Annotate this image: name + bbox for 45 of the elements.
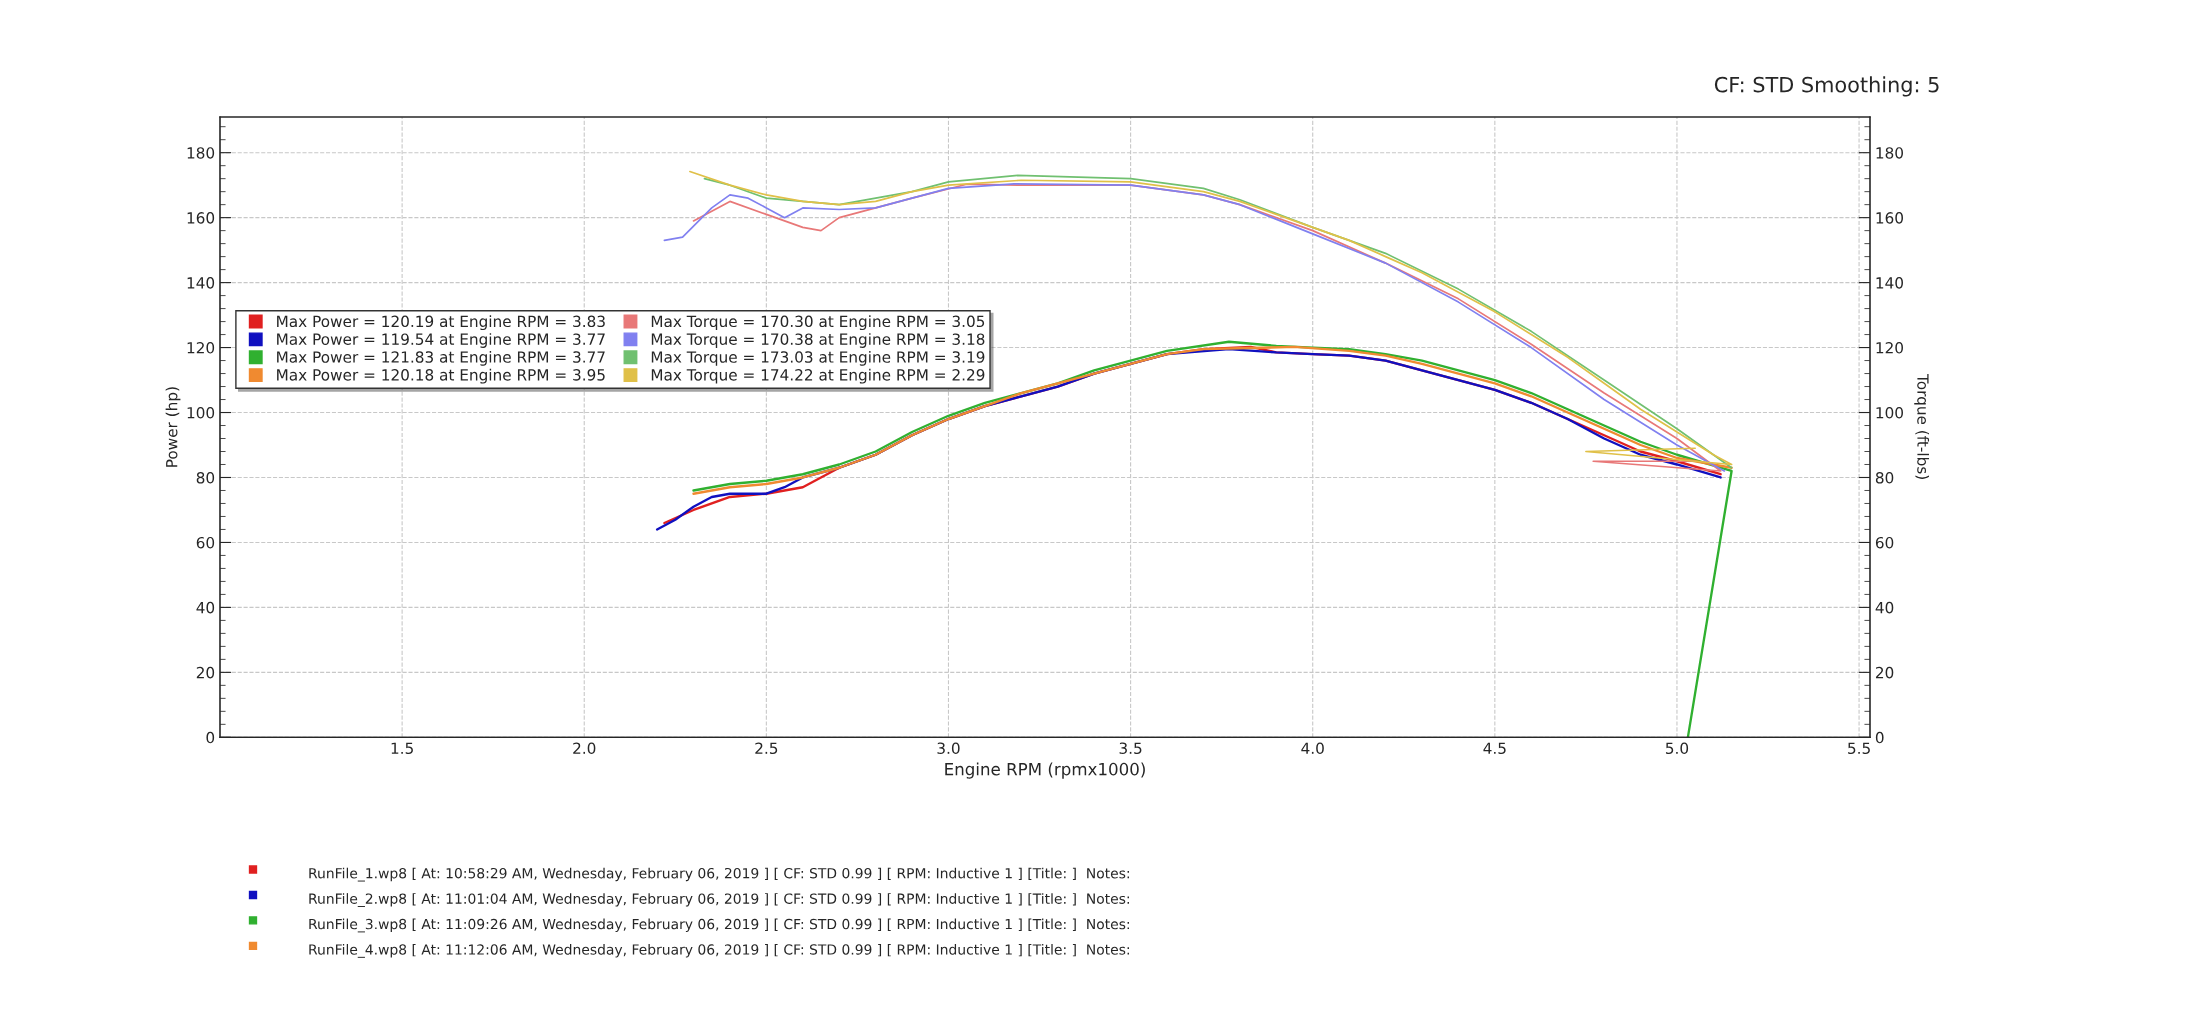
legend-label: Max Power = 120.18 at Engine RPM = 3.95 xyxy=(277,368,605,384)
x-tick-label: 5.5 xyxy=(1848,742,1870,755)
text: RunFile_1.wp8 [ At: 10:58:29 AM, Wednesday, February 06, 2019 ] [ CF: STD 0.99 ] [ RPM: Inductive 1 ] [Title: ] Notes: xyxy=(309,867,1129,882)
y-axis-title: Power (hp) xyxy=(165,387,181,467)
y-tick-label: 60 xyxy=(196,536,215,549)
text: RunFile_2.wp8 [ At: 11:01:04 AM, Wednesday, February 06, 2019 ] [ CF: STD 0.99 ] [ RPM: Inductive 1 ] [Title: ] Notes: xyxy=(309,893,1129,907)
legend-label: Max Torque = 170.30 at Engine RPM = 3.05 xyxy=(651,315,985,331)
y2-tick-label: 0 xyxy=(1875,731,1884,744)
legend-label: Max Torque = 170.38 at Engine RPM = 3.18 xyxy=(651,333,985,348)
y-tick-label: 160 xyxy=(187,212,215,224)
x-tick-label: 2.5 xyxy=(755,742,778,755)
y-tick-label: 80 xyxy=(196,471,215,484)
x-tick-label: 4.5 xyxy=(1483,742,1506,755)
y-tick-label: 100 xyxy=(187,406,215,419)
legend-label: Max Torque = 173.03 at Engine RPM = 3.19 xyxy=(651,350,985,366)
text: RunFile_4.wp8 [ At: 11:12:06 AM, Wednesday, February 06, 2019 ] [ CF: STD 0.99 ] [ RPM: Inductive 1 ] [Title: ] Notes: xyxy=(309,943,1129,958)
y2-tick-label: 140 xyxy=(1876,277,1904,289)
y-tick-label: 40 xyxy=(196,601,215,614)
y2-axis-title: Torque (ft-lbs) xyxy=(1914,374,1930,479)
legend-label: Max Torque = 174.22 at Engine RPM = 2.29 xyxy=(651,368,985,384)
y2-tick-label: 20 xyxy=(1875,666,1894,679)
x-tick-label: 4.0 xyxy=(1301,742,1324,755)
y2-tick-label: 60 xyxy=(1875,536,1894,549)
y-tick-label: 20 xyxy=(196,666,215,679)
y2-tick-label: 40 xyxy=(1875,601,1894,614)
y2-tick-label: 160 xyxy=(1876,212,1904,224)
y2-tick-label: 80 xyxy=(1875,471,1894,484)
text: RunFile_3.wp8 [ At: 11:09:26 AM, Wednesday, February 06, 2019 ] [ CF: STD 0.99 ] [ RPM: Inductive 1 ] [Title: ] Notes: xyxy=(309,918,1129,933)
y-tick-label: 140 xyxy=(187,277,215,289)
x-axis-title: Engine RPM (rpmx1000) xyxy=(945,762,1145,779)
x-tick-label: 3.0 xyxy=(937,742,960,755)
legend-label: Max Power = 120.19 at Engine RPM = 3.83 xyxy=(277,315,605,331)
y-tick-label: 0 xyxy=(206,731,215,744)
legend-label: Max Power = 119.54 at Engine RPM = 3.77 xyxy=(277,333,605,348)
text: CF: STD Smoothing: 5 xyxy=(1714,76,1939,97)
y-tick-label: 120 xyxy=(187,342,215,354)
legend-label: Max Power = 121.83 at Engine RPM = 3.77 xyxy=(277,350,605,366)
y2-tick-label: 120 xyxy=(1876,342,1904,354)
x-tick-label: 2.0 xyxy=(573,742,596,755)
x-tick-label: 3.5 xyxy=(1119,742,1142,755)
x-tick-label: 1.5 xyxy=(391,742,413,755)
y-tick-label: 180 xyxy=(187,147,215,159)
y2-tick-label: 100 xyxy=(1876,406,1904,419)
y2-tick-label: 180 xyxy=(1876,147,1904,159)
x-tick-label: 5.0 xyxy=(1665,742,1689,755)
